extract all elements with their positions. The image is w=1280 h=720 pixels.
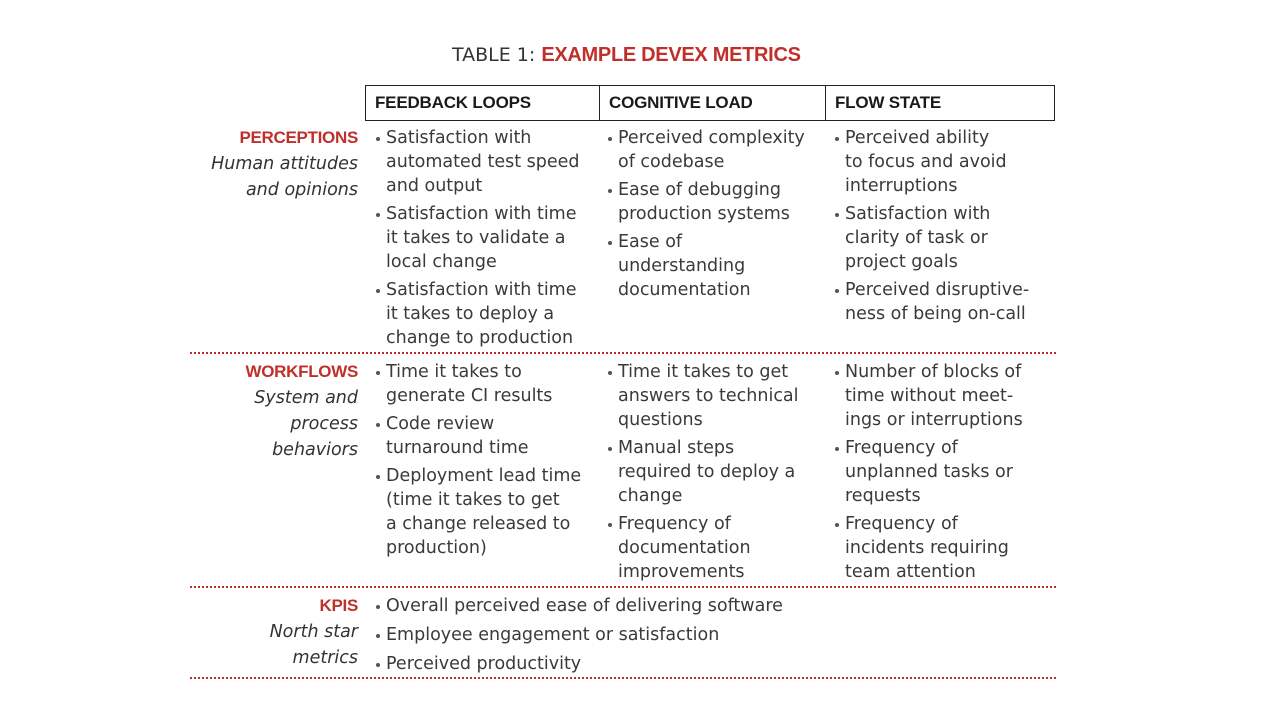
row-label-perceptions: PERCEPTIONS Human attitudes and opinions [183, 125, 358, 203]
cell-perceptions-cognitive-load: Perceived complexity of codebase Ease of… [607, 126, 829, 306]
list-item: Overall perceived ease of delivering sof… [375, 594, 975, 618]
row-description-line: System and [254, 388, 358, 408]
list-item: Time it takes to get answers to technica… [607, 360, 829, 432]
list-item: Number of blocks of time without meet- i… [834, 360, 1056, 432]
column-header-flow-state: FLOW STATE [825, 85, 1055, 121]
list-item: Ease of debugging production systems [607, 178, 829, 226]
cell-workflows-flow-state: Number of blocks of time without meet- i… [834, 360, 1056, 588]
list-item: Ease of understanding documentation [607, 230, 829, 302]
list-item: Perceived ability to focus and avoid int… [834, 126, 1056, 198]
cell-perceptions-flow-state: Perceived ability to focus and avoid int… [834, 126, 1056, 330]
list-item: Frequency of incidents requiring team at… [834, 512, 1056, 584]
row-name: WORKFLOWS [245, 362, 359, 381]
list-item: Satisfaction with automated test speed a… [375, 126, 597, 198]
row-separator [190, 352, 1056, 354]
row-name: KPIS [319, 596, 359, 615]
row-description-line: behaviors [272, 440, 358, 460]
list-item: Satisfaction with time it takes to valid… [375, 202, 597, 274]
row-separator [190, 677, 1056, 679]
list-item: Satisfaction with clarity of task or pro… [834, 202, 1056, 274]
row-label-kpis: KPIS North star metrics [183, 593, 359, 671]
row-description-line: North star [269, 622, 358, 642]
table-title-prefix: TABLE 1: [452, 44, 542, 66]
table-title-accent: EXAMPLE DEVEX METRICS [541, 44, 801, 66]
cell-perceptions-feedback-loops: Satisfaction with automated test speed a… [375, 126, 597, 354]
list-item: Employee engagement or satisfaction [375, 623, 975, 647]
kpis-list: Overall perceived ease of delivering sof… [375, 594, 975, 681]
list-item: Perceived productivity [375, 652, 975, 676]
list-item: Perceived complexity of codebase [607, 126, 829, 174]
row-description-line: and opinions [245, 180, 358, 200]
list-item: Frequency of unplanned tasks or requests [834, 436, 1056, 508]
table-title: TABLE 1: EXAMPLE DEVEX METRICS [452, 44, 952, 67]
list-item: Time it takes to generate CI results [375, 360, 597, 408]
row-description-line: metrics [292, 648, 358, 668]
row-separator [190, 586, 1056, 588]
column-header-cognitive-load: COGNITIVE LOAD [599, 85, 826, 121]
list-item: Frequency of documentation improvements [607, 512, 829, 584]
list-item: Perceived disruptive- ness of being on-c… [834, 278, 1056, 326]
list-item: Manual steps required to deploy a change [607, 436, 829, 508]
cell-workflows-cognitive-load: Time it takes to get answers to technica… [607, 360, 829, 588]
row-label-workflows: WORKFLOWS System and process behaviors [183, 359, 359, 463]
row-description-line: Human attitudes [211, 154, 358, 174]
list-item: Deployment lead time (time it takes to g… [375, 464, 597, 560]
list-item: Code review turnaround time [375, 412, 597, 460]
row-description-line: process [290, 414, 358, 434]
row-name: PERCEPTIONS [239, 128, 358, 147]
column-header-feedback-loops: FEEDBACK LOOPS [365, 85, 600, 121]
list-item: Satisfaction with time it takes to deplo… [375, 278, 597, 350]
cell-workflows-feedback-loops: Time it takes to generate CI results Cod… [375, 360, 597, 564]
